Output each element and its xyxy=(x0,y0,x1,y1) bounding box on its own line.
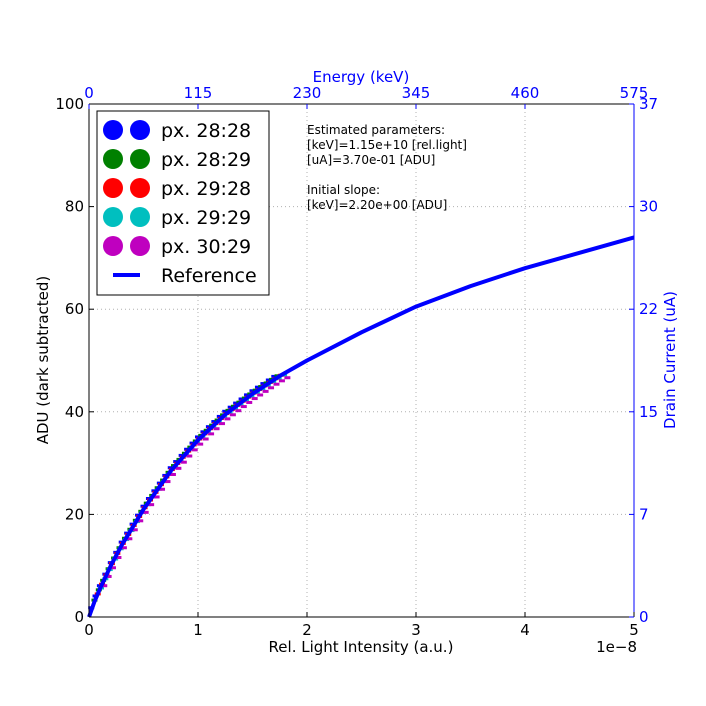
data-layer xyxy=(87,235,635,618)
annotation-line: [keV]=2.20e+00 [ADU] xyxy=(307,198,447,212)
annotation-line: Estimated parameters: xyxy=(307,123,445,137)
legend-label: px. 28:29 xyxy=(161,149,251,171)
legend-entry: px. 30:29 xyxy=(103,236,251,258)
top-axis-label: Energy (keV) xyxy=(313,68,410,86)
y-tick-label: 60 xyxy=(65,300,84,318)
x-offset-label: 1e−8 xyxy=(596,638,637,656)
legend-marker xyxy=(103,149,123,169)
legend: px. 28:28 px. 28:29 px. 29:28 px. 29:29 … xyxy=(96,110,270,296)
legend-marker xyxy=(103,207,123,227)
legend-marker xyxy=(130,120,150,140)
x-tick-label: 2 xyxy=(302,621,312,639)
right-tick-label: 22 xyxy=(639,300,658,318)
legend-label: px. 29:29 xyxy=(161,207,251,229)
legend-box xyxy=(96,110,270,296)
right-tick-label: 30 xyxy=(639,198,658,216)
legend-label: px. 29:28 xyxy=(161,178,251,200)
legend-entry: px. 29:28 xyxy=(103,178,251,200)
top-tick-label: 230 xyxy=(293,84,322,102)
y-axis-label: ADU (dark subtracted) xyxy=(34,276,52,445)
legend-entry: Reference xyxy=(113,265,257,287)
top-tick-label: 460 xyxy=(511,84,540,102)
y-tick-label: 20 xyxy=(65,505,84,523)
y-tick-label: 100 xyxy=(55,95,84,113)
annotation-line: [uA]=3.70e-01 [ADU] xyxy=(307,153,435,167)
x-axis-label: Rel. Light Intensity (a.u.) xyxy=(269,638,454,656)
legend-marker xyxy=(103,120,123,140)
top-tick-label: 0 xyxy=(84,84,94,102)
x-tick-label: 5 xyxy=(629,621,639,639)
legend-marker xyxy=(103,236,123,256)
legend-label: px. 30:29 xyxy=(161,236,251,258)
y-tick-label: 0 xyxy=(74,608,84,626)
legend-marker xyxy=(130,207,150,227)
legend-marker xyxy=(103,178,123,198)
legend-marker xyxy=(130,149,150,169)
y-tick-label: 80 xyxy=(65,198,84,216)
right-tick-label: 7 xyxy=(639,505,649,523)
series-5 xyxy=(101,376,291,588)
legend-label: px. 28:28 xyxy=(161,120,251,142)
x-tick-label: 3 xyxy=(411,621,421,639)
annotation: Estimated parameters: [keV]=1.15e+10 [re… xyxy=(307,123,467,212)
right-tick-label: 37 xyxy=(639,95,658,113)
annotation-line: Initial slope: xyxy=(307,183,380,197)
right-tick-label: 15 xyxy=(639,403,658,421)
top-tick-label: 115 xyxy=(184,84,213,102)
legend-label: Reference xyxy=(161,265,257,287)
legend-entry: px. 29:29 xyxy=(103,207,251,229)
top-tick-label: 575 xyxy=(620,84,649,102)
right-tick-label: 0 xyxy=(639,608,649,626)
x-tick-label: 0 xyxy=(84,621,94,639)
legend-marker xyxy=(130,236,150,256)
annotation-line: [keV]=1.15e+10 [rel.light] xyxy=(307,138,467,152)
x-tick-label: 4 xyxy=(520,621,530,639)
y-tick-label: 40 xyxy=(65,403,84,421)
x-tick-label: 1 xyxy=(193,621,203,639)
legend-entry: px. 28:28 xyxy=(103,120,251,142)
legend-marker xyxy=(130,178,150,198)
legend-entry: px. 28:29 xyxy=(103,149,251,171)
right-axis-label: Drain Current (uA) xyxy=(661,291,679,429)
reference-line xyxy=(87,235,635,618)
top-tick-label: 345 xyxy=(402,84,431,102)
